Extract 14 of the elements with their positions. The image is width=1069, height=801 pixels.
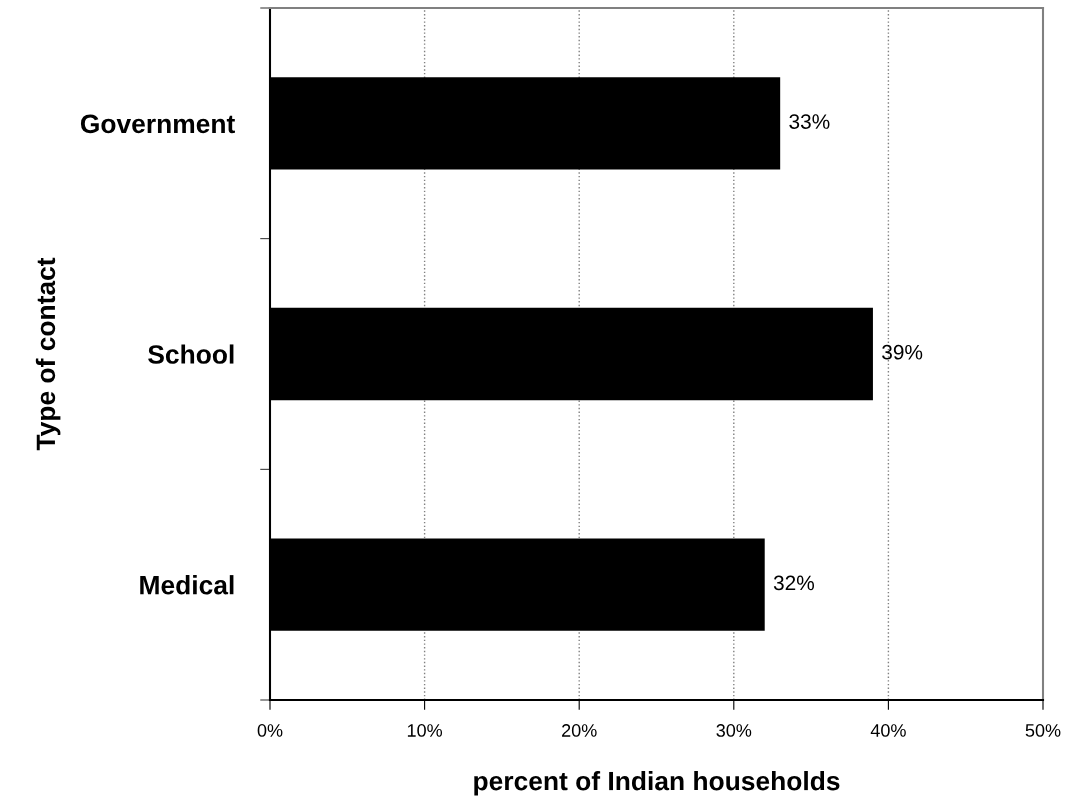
- x-tick-label: 0%: [257, 724, 283, 737]
- data-label: 33%: [789, 114, 830, 129]
- x-tick-label: 40%: [870, 724, 906, 737]
- x-tick-label: 30%: [716, 724, 752, 737]
- data-label: 32%: [773, 575, 815, 591]
- x-axis-title: percent of Indian households: [474, 771, 840, 796]
- y-tick-label: Government: [80, 114, 235, 134]
- x-tick-label: 20%: [562, 724, 597, 737]
- y-axis-title: Type of contact: [35, 257, 61, 451]
- x-tick-label: 10%: [407, 724, 443, 737]
- y-tick-label: Medical: [140, 575, 234, 595]
- data-label: 39%: [882, 344, 923, 360]
- y-tick-label: School: [148, 344, 234, 364]
- x-tick-label: 50%: [1025, 724, 1061, 737]
